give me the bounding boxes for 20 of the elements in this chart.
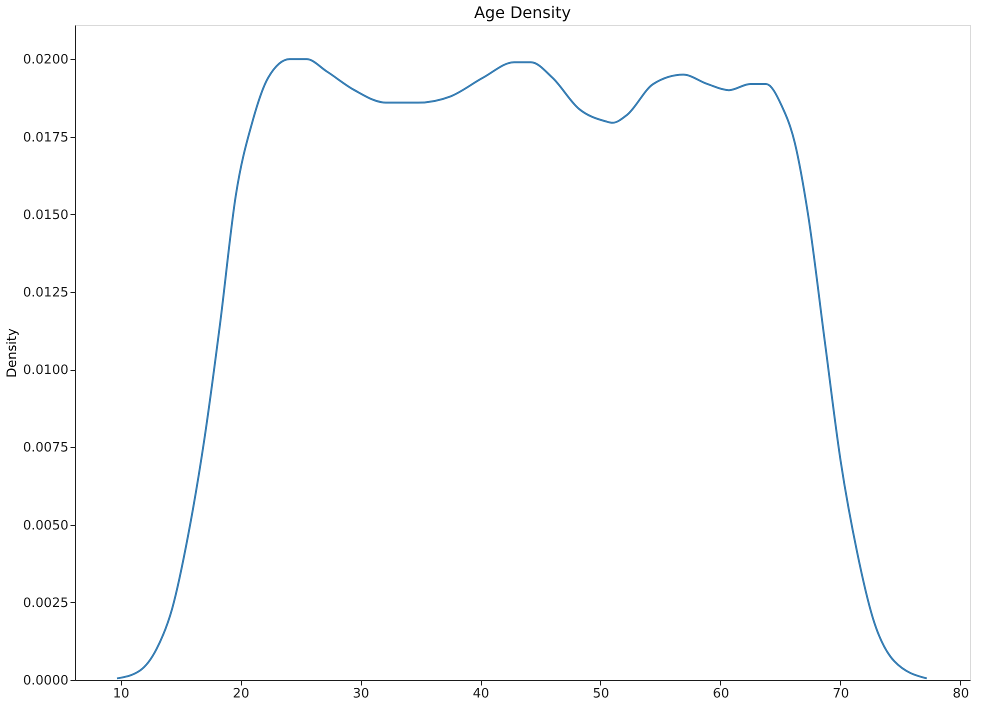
- y-tick-label: 0.0025: [23, 596, 68, 611]
- y-tick-label: 0.0150: [23, 208, 68, 223]
- x-tick-label: 30: [352, 686, 370, 702]
- x-tick-label: 50: [592, 686, 610, 702]
- chart-title: Age Density: [474, 3, 571, 22]
- x-tick-label: 60: [712, 686, 730, 702]
- y-tick-label: 0.0125: [23, 285, 68, 300]
- y-tick-label: 0.0100: [23, 363, 68, 378]
- x-tick-label: 70: [832, 686, 850, 702]
- x-tick-label: 10: [112, 686, 130, 702]
- x-tick-label: 40: [472, 686, 490, 702]
- y-axis-title: Density: [5, 328, 20, 378]
- y-tick-label: 0.0200: [23, 52, 68, 68]
- y-tick-label: 0.0175: [23, 130, 68, 146]
- y-tick-label: 0.0050: [23, 518, 68, 534]
- line-series: [116, 58, 928, 680]
- x-tick-label: 20: [232, 686, 250, 702]
- x-tick-label: 80: [952, 686, 970, 702]
- y-tick-label: 0.0075: [23, 440, 68, 456]
- y-tick-label: 0.0000: [23, 674, 68, 688]
